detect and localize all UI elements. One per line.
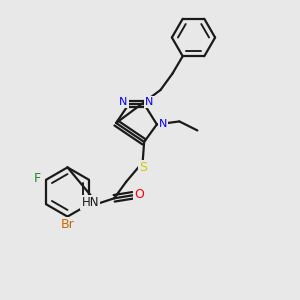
Text: S: S [139, 161, 147, 174]
Text: N: N [146, 97, 154, 107]
Text: N: N [119, 97, 128, 107]
Text: N: N [159, 119, 167, 129]
Text: Br: Br [61, 218, 75, 231]
Text: F: F [34, 172, 41, 185]
Text: HN: HN [81, 196, 99, 209]
Text: O: O [134, 188, 144, 201]
